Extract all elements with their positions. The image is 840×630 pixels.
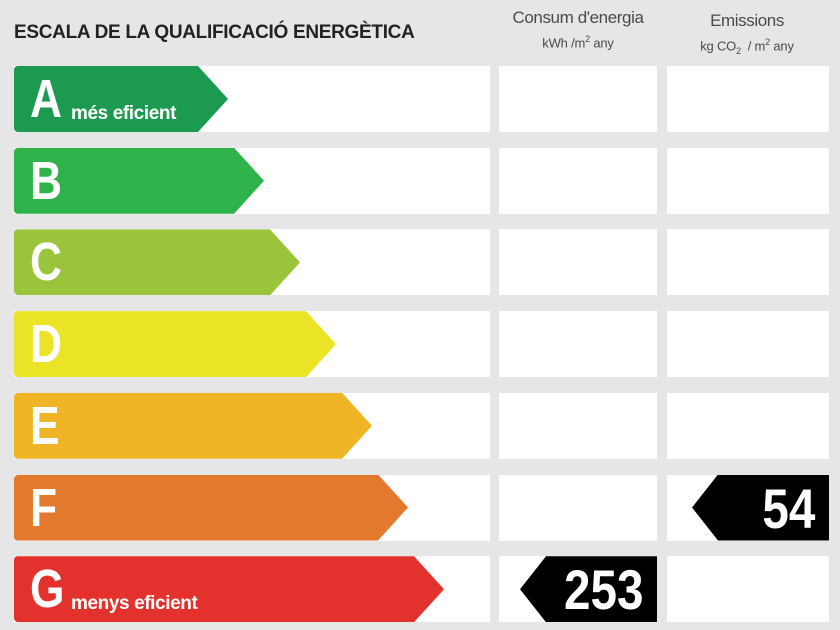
class-letter: F	[30, 477, 58, 538]
class-letter: B	[30, 150, 62, 211]
consumption-rating-value: 253	[563, 558, 643, 622]
consumption-unit: kWh /m2 any	[497, 34, 659, 50]
emissions-cell	[667, 147, 829, 214]
consumption-unit-post: any	[589, 35, 614, 51]
class-letter: A	[30, 69, 62, 129]
consumption-cell	[499, 229, 657, 296]
consumption-cell	[499, 474, 657, 541]
emissions-unit-mid: / m	[740, 38, 766, 54]
class-description: més eficient	[71, 103, 177, 124]
class-letter: D	[30, 314, 62, 375]
rating-row-b: B	[0, 147, 840, 214]
emissions-rating-badge: 54	[692, 474, 829, 541]
consumption-cell	[499, 311, 657, 378]
consumption-unit-text: kWh /m	[542, 35, 586, 51]
consumption-cell	[499, 66, 657, 132]
emissions-unit-post: any	[769, 38, 794, 54]
consumption-cell	[499, 392, 657, 459]
class-letter: E	[30, 395, 60, 456]
emissions-cell	[667, 229, 829, 296]
emissions-label: Emissions	[710, 11, 784, 30]
page-title: ESCALA DE LA QUALIFICACIÓ ENERGÈTICA	[14, 22, 415, 43]
class-letter: C	[30, 232, 62, 293]
emissions-cell	[667, 392, 829, 459]
rating-row-e: E	[0, 392, 840, 459]
class-description: menys eficient	[71, 593, 198, 615]
emissions-cell	[667, 311, 829, 378]
emissions-unit: kg CO2 / m2 any	[666, 37, 828, 56]
consumption-column-header: Consum d'energia kWh /m2 any	[497, 8, 659, 50]
consumption-cell	[499, 147, 657, 214]
emissions-column-header: Emissions kg CO2 / m2 any	[666, 11, 828, 56]
rating-row-c: C	[0, 229, 840, 296]
emissions-cell	[667, 556, 829, 623]
emissions-unit-text: kg CO	[700, 38, 737, 54]
emissions-cell	[667, 66, 829, 132]
emissions-unit-sub: 2	[736, 45, 741, 56]
consumption-label: Consum d'energia	[512, 8, 644, 27]
emissions-rating-value: 54	[762, 476, 815, 540]
rating-row-f: F 54	[0, 474, 840, 541]
class-arrow-b: B	[14, 148, 264, 214]
consumption-rating-badge: 253	[520, 556, 657, 623]
class-arrow-c: C	[14, 229, 300, 295]
class-arrow-f: F	[14, 475, 408, 541]
emissions-unit-sup: 2	[765, 37, 770, 47]
class-arrow-d: D	[14, 311, 336, 377]
consumption-unit-sup: 2	[585, 34, 590, 44]
rating-row-d: D	[0, 311, 840, 378]
class-arrow-e: E	[14, 393, 372, 459]
class-letter: G	[30, 559, 65, 620]
